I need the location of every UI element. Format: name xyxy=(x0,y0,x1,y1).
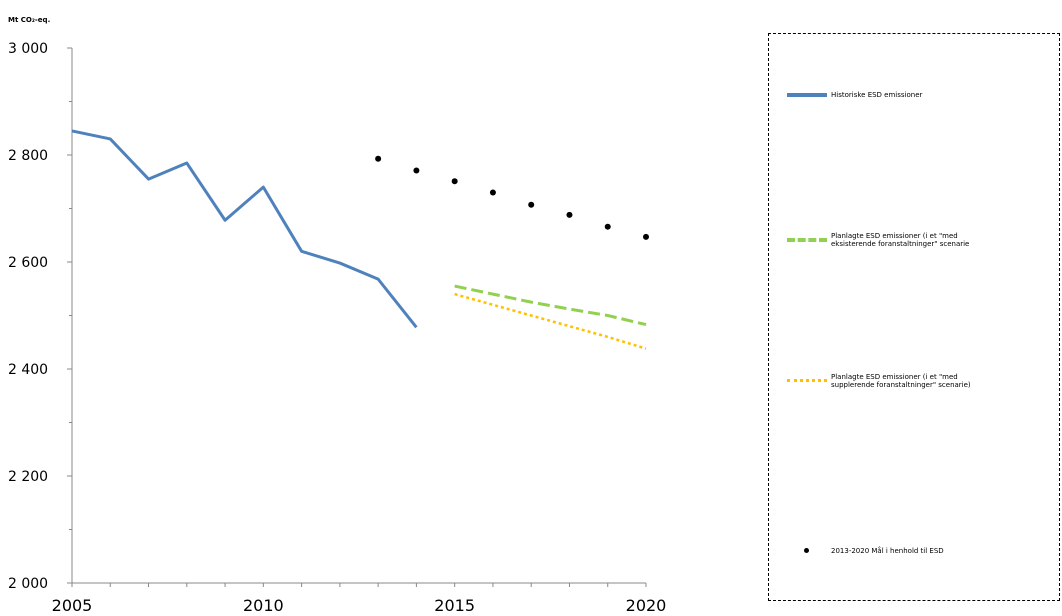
legend-item-existing-measures: Planlagte ESD emissioner (i et "med eksi… xyxy=(787,232,969,248)
legend-swatch-marker xyxy=(787,546,827,556)
x-tick-label: 2015 xyxy=(434,596,475,615)
y-tick-label: 2 200 xyxy=(8,469,48,485)
legend-swatch-solid-line xyxy=(787,90,827,100)
line-chart: Mt CO₂-eq. 2 000 2 200 2 400 2 600 2 800 3 00… xyxy=(8,16,667,615)
target-marker xyxy=(375,155,382,162)
y-unit-label: Mt CO₂-eq. xyxy=(8,16,50,24)
y-tick-label: 2 000 xyxy=(8,576,48,592)
legend-item-historic: Historiske ESD emissioner xyxy=(787,90,922,100)
series-layer xyxy=(71,129,649,350)
legend: Historiske ESD emissioner Planlagte ESD … xyxy=(768,33,1060,601)
target-marker xyxy=(413,167,420,174)
legend-swatch-dashed-line xyxy=(787,235,827,245)
target-marker xyxy=(604,223,611,230)
historic-emissions-line xyxy=(71,129,418,329)
x-tick-label: 2020 xyxy=(626,596,667,615)
legend-label-additional-measures: Planlagte ESD emissioner (i et "med supp… xyxy=(831,373,971,389)
legend-label-historic: Historiske ESD emissioner xyxy=(831,91,923,99)
target-marker xyxy=(566,211,573,218)
x-tick-label: 2005 xyxy=(52,596,93,615)
target-marker xyxy=(528,201,535,208)
target-marker xyxy=(489,189,496,196)
y-tick-label: 2 800 xyxy=(8,148,48,164)
y-tick-label: 3 000 xyxy=(8,41,48,57)
y-tick-label: 2 600 xyxy=(8,255,48,271)
legend-label-existing-measures: Planlagte ESD emissioner (i et "med eksi… xyxy=(831,232,970,248)
legend-item-additional-measures: Planlagte ESD emissioner (i et "med supp… xyxy=(787,373,971,389)
existing-measures-line xyxy=(454,284,647,327)
target-marker xyxy=(451,178,458,185)
legend-swatch-dotted-line xyxy=(787,376,827,386)
x-tick-label: 2010 xyxy=(243,596,284,615)
y-axis: 2 000 2 200 2 400 2 600 2 800 3 000 xyxy=(8,41,73,592)
x-axis: 2005 2010 2015 2020 xyxy=(52,582,667,615)
legend-label-target: 2013-2020 Mål i henhold til ESD xyxy=(831,547,944,555)
additional-measures-line xyxy=(454,292,647,350)
y-tick-label: 2 400 xyxy=(8,362,48,378)
legend-item-target: 2013-2020 Mål i henhold til ESD xyxy=(787,546,944,556)
target-marker xyxy=(643,233,649,240)
